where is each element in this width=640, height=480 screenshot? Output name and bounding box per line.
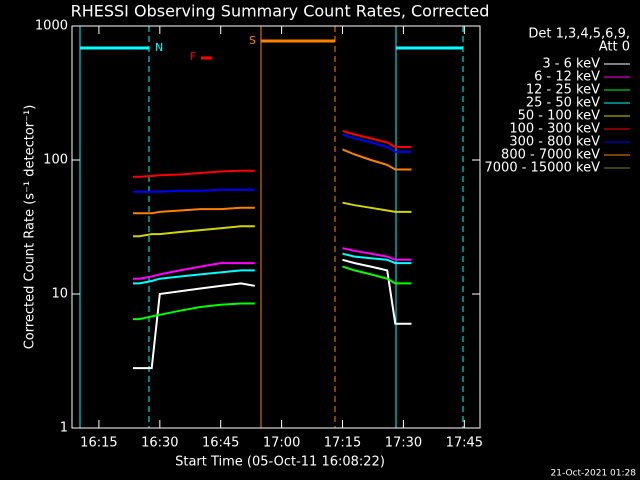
x-tick-label: 17:30 xyxy=(385,436,422,451)
legend-label: 6 - 12 keV xyxy=(534,70,600,85)
series-line xyxy=(133,247,412,280)
annotation: F xyxy=(190,50,196,63)
y-axis-label: Corrected Count Rate (s⁻¹ detector⁻¹) xyxy=(23,105,38,350)
legend-label: 800 - 7000 keV xyxy=(501,148,600,163)
annotation: S xyxy=(249,34,256,47)
x-tick-label: 16:30 xyxy=(141,436,178,451)
x-axis-label: Start Time (05-Oct-11 16:08:22) xyxy=(175,455,385,470)
legend-label: 7000 - 15000 keV xyxy=(485,161,601,176)
timestamp: 21-Oct-2021 01:28 xyxy=(551,469,637,479)
x-tick-label: 17:15 xyxy=(324,436,361,451)
y-tick-label: 10 xyxy=(51,287,68,302)
plot-frame xyxy=(71,25,481,429)
series-line xyxy=(133,148,412,215)
legend-label: 3 - 6 keV xyxy=(542,57,600,72)
chart-title: RHESSI Observing Summary Count Rates, Co… xyxy=(71,2,490,21)
annotation: N xyxy=(155,41,163,54)
legend-title: Att 0 xyxy=(599,40,630,55)
y-tick-label: 1000 xyxy=(35,19,68,34)
series-line xyxy=(133,252,412,285)
series-line xyxy=(133,201,412,238)
series-line xyxy=(133,265,412,321)
legend-label: 100 - 300 keV xyxy=(509,122,600,137)
legend-label: 25 - 50 keV xyxy=(526,96,600,111)
y-tick-label: 100 xyxy=(43,153,68,168)
flags xyxy=(79,26,464,428)
legend-label: 300 - 800 keV xyxy=(509,135,600,150)
x-tick-label: 16:15 xyxy=(80,436,117,451)
y-tick-label: 1 xyxy=(60,421,68,436)
x-tick-label: 16:45 xyxy=(202,436,239,451)
legend-title: Det 1,3,4,5,6,9, xyxy=(528,27,630,42)
legend-label: 50 - 100 keV xyxy=(518,109,601,124)
legend-label: 12 - 25 keV xyxy=(526,83,600,98)
series-line xyxy=(133,133,412,193)
series-line xyxy=(133,129,412,178)
series-line xyxy=(133,258,412,370)
x-tick-label: 17:45 xyxy=(446,436,483,451)
x-tick-label: 17:00 xyxy=(263,436,300,451)
